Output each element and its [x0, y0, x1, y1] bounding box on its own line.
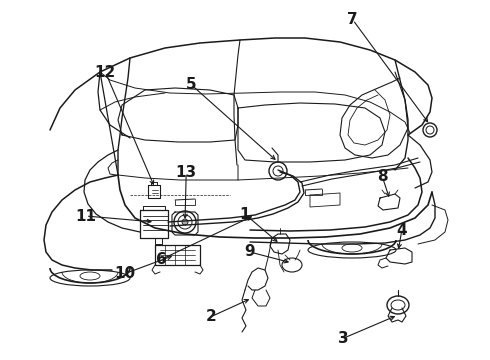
Text: 13: 13 [175, 165, 197, 180]
Text: 11: 11 [75, 208, 96, 224]
Text: 2: 2 [205, 309, 216, 324]
Text: 4: 4 [396, 223, 407, 238]
Text: 7: 7 [347, 12, 358, 27]
Text: 3: 3 [338, 331, 348, 346]
Ellipse shape [182, 219, 188, 225]
Text: 10: 10 [114, 266, 136, 281]
Text: 12: 12 [95, 64, 116, 80]
Text: 6: 6 [156, 252, 167, 267]
Text: 8: 8 [377, 169, 388, 184]
Text: 9: 9 [245, 244, 255, 260]
Text: 1: 1 [240, 207, 250, 222]
Text: 5: 5 [186, 77, 196, 92]
